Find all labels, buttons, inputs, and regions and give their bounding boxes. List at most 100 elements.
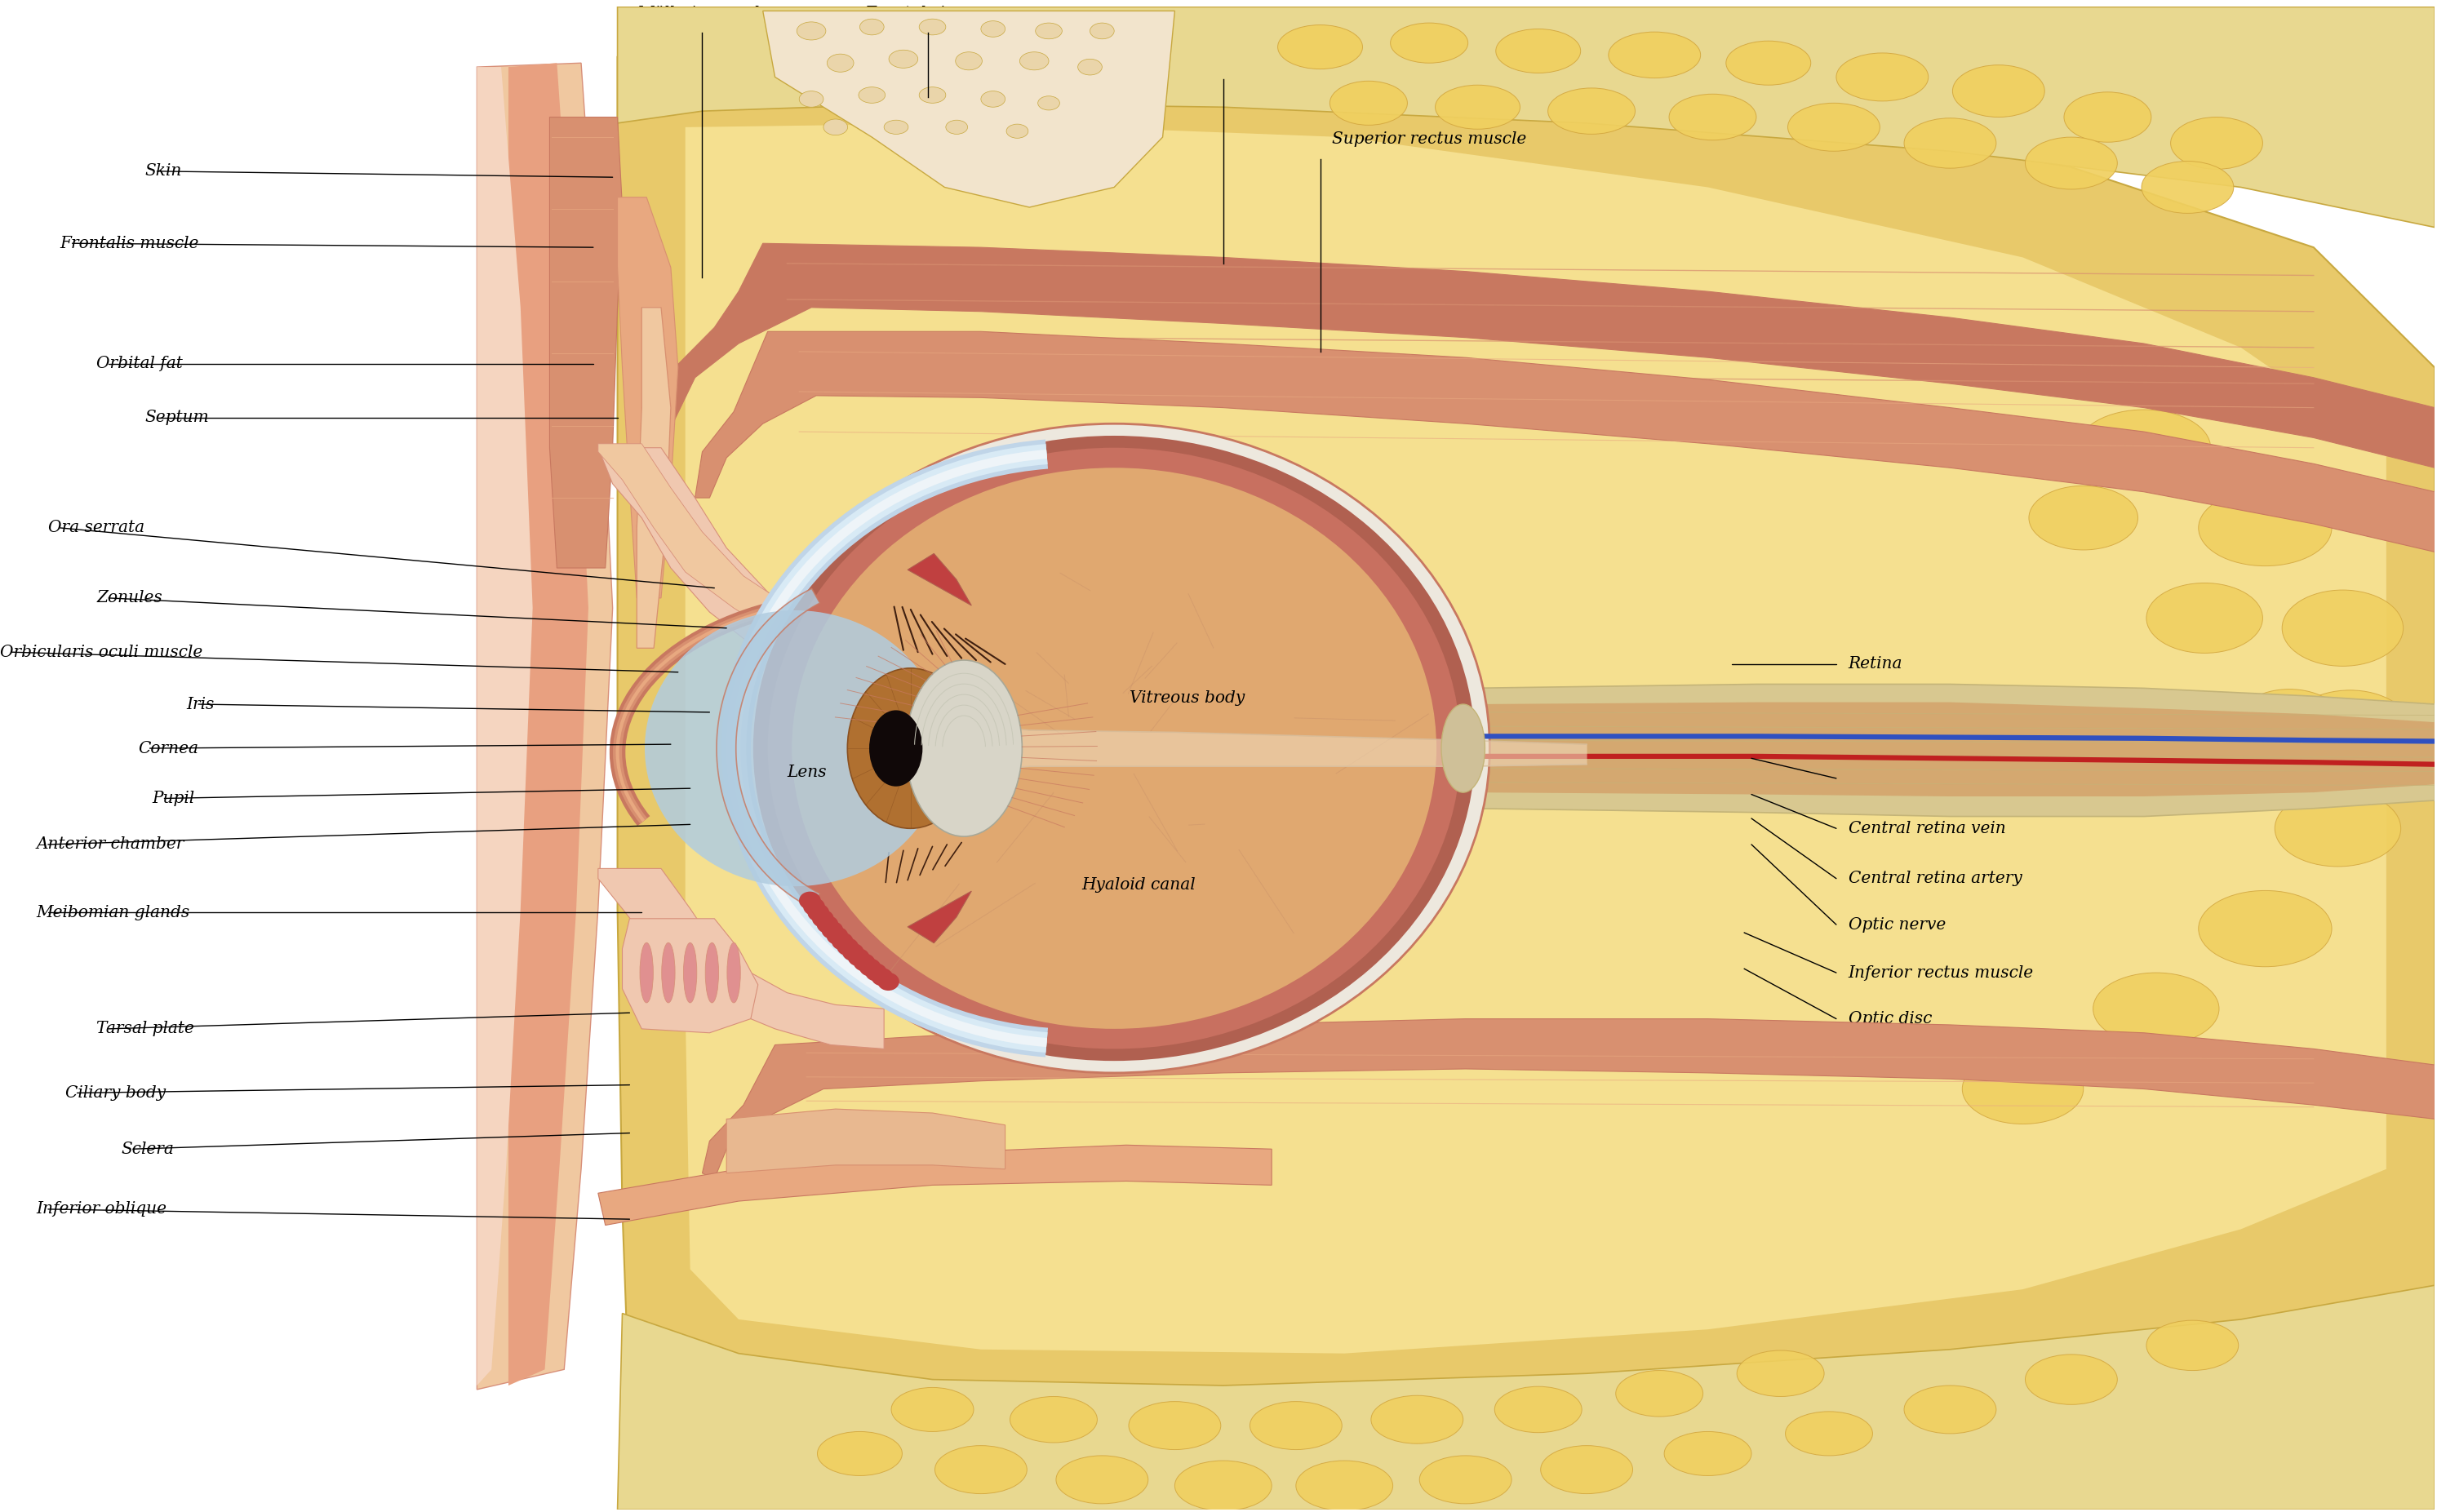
Circle shape — [804, 898, 826, 916]
Ellipse shape — [890, 50, 919, 68]
Text: Lens: Lens — [787, 765, 826, 780]
Circle shape — [807, 904, 829, 922]
Ellipse shape — [936, 1445, 1026, 1494]
Ellipse shape — [2064, 92, 2152, 142]
Ellipse shape — [2076, 410, 2210, 485]
Ellipse shape — [824, 119, 848, 135]
Polygon shape — [646, 243, 2435, 478]
Ellipse shape — [797, 23, 826, 39]
Text: Fovea centralis: Fovea centralis — [1847, 771, 1976, 786]
Ellipse shape — [2093, 972, 2220, 1045]
Ellipse shape — [1077, 59, 1102, 76]
Ellipse shape — [2198, 490, 2332, 565]
Polygon shape — [617, 8, 2435, 227]
Text: Cornea: Cornea — [139, 741, 197, 756]
Polygon shape — [636, 307, 670, 649]
Ellipse shape — [2288, 689, 2410, 767]
Ellipse shape — [1175, 1461, 1272, 1510]
Ellipse shape — [2142, 162, 2235, 213]
Polygon shape — [907, 553, 972, 605]
Polygon shape — [597, 443, 885, 668]
Ellipse shape — [704, 942, 719, 1002]
Text: Optic disc: Optic disc — [1847, 1012, 1933, 1027]
Polygon shape — [597, 868, 885, 1049]
Ellipse shape — [1418, 1456, 1511, 1504]
Circle shape — [860, 959, 882, 977]
Text: Skin: Skin — [144, 163, 183, 178]
Ellipse shape — [2025, 138, 2118, 189]
Polygon shape — [907, 891, 972, 943]
Circle shape — [836, 937, 858, 956]
Text: Tarsal plate: Tarsal plate — [97, 1021, 195, 1037]
Polygon shape — [726, 1108, 1004, 1173]
Ellipse shape — [1962, 1054, 2084, 1123]
Ellipse shape — [1009, 1397, 1097, 1442]
Ellipse shape — [2025, 1355, 2118, 1405]
Circle shape — [872, 968, 892, 986]
Ellipse shape — [1019, 51, 1048, 70]
Ellipse shape — [1089, 23, 1114, 39]
Ellipse shape — [2171, 116, 2262, 169]
Ellipse shape — [982, 91, 1004, 107]
Text: Zonules: Zonules — [97, 590, 163, 606]
Ellipse shape — [870, 711, 924, 786]
Ellipse shape — [2274, 791, 2400, 866]
Text: Sclera: Sclera — [122, 1142, 173, 1157]
Ellipse shape — [907, 661, 1021, 836]
Text: Central retina vein: Central retina vein — [1847, 821, 2006, 836]
Ellipse shape — [1789, 103, 1879, 151]
Ellipse shape — [1608, 32, 1701, 79]
Ellipse shape — [860, 20, 885, 35]
Ellipse shape — [955, 51, 982, 70]
Ellipse shape — [892, 1388, 975, 1432]
Circle shape — [853, 954, 875, 971]
Ellipse shape — [1277, 24, 1362, 70]
Ellipse shape — [1036, 23, 1063, 39]
Text: Müller's muscle: Müller's muscle — [636, 6, 770, 21]
Text: Levator palpebrae superioris muscle: Levator palpebrae superioris muscle — [1248, 51, 1552, 67]
Circle shape — [865, 963, 887, 981]
Circle shape — [843, 943, 865, 962]
Text: Anterior chamber: Anterior chamber — [37, 836, 183, 853]
Ellipse shape — [799, 91, 824, 107]
Polygon shape — [478, 64, 612, 1390]
Text: Superior rectus muscle: Superior rectus muscle — [1333, 132, 1526, 147]
Ellipse shape — [1786, 1412, 1872, 1456]
Ellipse shape — [1296, 1461, 1394, 1510]
Circle shape — [799, 892, 821, 910]
Polygon shape — [597, 1145, 1272, 1225]
Ellipse shape — [1952, 65, 2045, 116]
Polygon shape — [763, 11, 1175, 207]
Text: Frontalis muscle: Frontalis muscle — [61, 236, 200, 251]
Text: Ciliary body: Ciliary body — [66, 1086, 166, 1101]
Ellipse shape — [1435, 85, 1521, 129]
Ellipse shape — [885, 119, 909, 135]
Text: Ora serrata: Ora serrata — [49, 520, 144, 535]
Text: Iris: Iris — [185, 697, 214, 712]
Polygon shape — [695, 331, 2435, 552]
Polygon shape — [621, 919, 758, 1033]
Ellipse shape — [1835, 53, 1928, 101]
Ellipse shape — [919, 20, 946, 35]
Ellipse shape — [1128, 1402, 1221, 1450]
Circle shape — [848, 948, 870, 966]
Polygon shape — [478, 67, 534, 1385]
Ellipse shape — [826, 54, 853, 73]
Circle shape — [821, 921, 843, 939]
Ellipse shape — [1738, 1350, 1825, 1397]
Text: Optic nerve: Optic nerve — [1847, 916, 1945, 933]
Text: Central retina artery: Central retina artery — [1847, 871, 2023, 886]
Polygon shape — [617, 51, 2435, 1489]
Text: Inferior rectus muscle: Inferior rectus muscle — [1847, 965, 2035, 980]
Text: Vitreous body: Vitreous body — [1128, 691, 1245, 706]
Polygon shape — [1470, 683, 2435, 816]
Ellipse shape — [1547, 88, 1635, 135]
Ellipse shape — [1903, 1385, 1996, 1433]
Ellipse shape — [1494, 1387, 1582, 1432]
Text: Retina: Retina — [1847, 656, 1903, 671]
Polygon shape — [597, 448, 958, 688]
Ellipse shape — [1903, 118, 1996, 168]
Polygon shape — [685, 122, 2386, 1353]
Ellipse shape — [726, 942, 741, 1002]
Ellipse shape — [1331, 82, 1409, 125]
